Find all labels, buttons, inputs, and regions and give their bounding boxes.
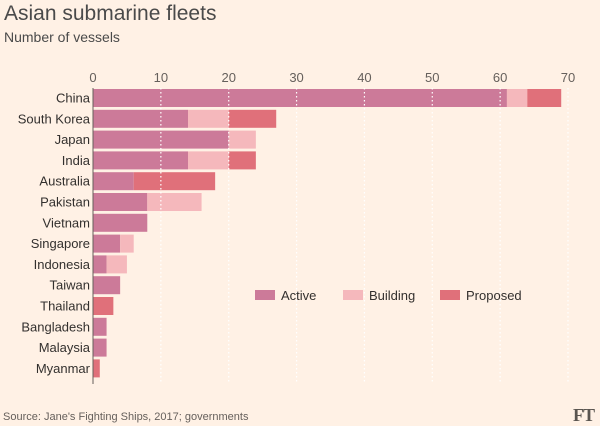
bar-building-indonesia — [106, 255, 127, 274]
bar-proposed-thailand — [93, 297, 114, 315]
x-tick-label-0: 0 — [89, 70, 96, 85]
source-note: Source: Jane's Fighting Ships, 2017; gov… — [3, 411, 249, 423]
chart-subtitle: Number of vessels — [4, 29, 120, 45]
bar-active-vietnam — [93, 213, 148, 232]
ft-logo: FT — [572, 405, 595, 425]
bar-active-japan — [93, 130, 229, 149]
bar-proposed-australia — [133, 172, 216, 191]
chart-title: Asian submarine fleets — [4, 2, 217, 25]
category-label-singapore: Singapore — [31, 236, 90, 251]
bar-building-singapore — [120, 234, 134, 253]
bar-building-south-korea — [188, 109, 229, 128]
category-label-japan: Japan — [55, 132, 90, 147]
bar-active-bangladesh — [93, 317, 107, 336]
bar-active-china — [93, 89, 507, 107]
category-label-taiwan: Taiwan — [50, 278, 90, 293]
category-label-bangladesh: Bangladesh — [21, 319, 90, 334]
category-label-australia: Australia — [39, 174, 90, 189]
legend-swatch-proposed — [440, 290, 460, 300]
x-tick-label-20: 20 — [221, 70, 235, 85]
x-tick-label-60: 60 — [493, 70, 507, 85]
x-tick-label-30: 30 — [289, 70, 303, 85]
bar-active-south-korea — [93, 109, 188, 128]
category-label-myanmar: Myanmar — [36, 361, 91, 376]
category-label-indonesia: Indonesia — [34, 257, 91, 272]
bar-building-japan — [228, 130, 256, 149]
x-tick-label-10: 10 — [154, 70, 168, 85]
category-label-thailand: Thailand — [40, 299, 90, 314]
bar-active-pakistan — [93, 193, 148, 211]
bar-active-singapore — [93, 234, 121, 253]
bar-building-china — [506, 89, 528, 107]
bar-building-india — [188, 151, 229, 170]
legend-swatch-building — [343, 290, 363, 300]
bar-proposed-china — [527, 89, 562, 107]
bar-proposed-myanmar — [93, 359, 100, 378]
legend-label-proposed: Proposed — [466, 288, 522, 303]
legend-label-building: Building — [369, 288, 415, 303]
x-tick-label-70: 70 — [561, 70, 575, 85]
bar-active-taiwan — [93, 276, 121, 295]
bar-building-pakistan — [147, 193, 202, 211]
bar-active-india — [93, 151, 188, 170]
bar-active-malaysia — [93, 338, 107, 357]
category-label-pakistan: Pakistan — [40, 195, 90, 210]
bar-proposed-south-korea — [228, 109, 277, 128]
legend-label-active: Active — [281, 288, 316, 303]
bar-active-australia — [93, 172, 134, 191]
legend-swatch-active — [255, 290, 275, 300]
bar-active-indonesia — [93, 255, 107, 274]
category-label-india: India — [62, 153, 91, 168]
category-label-south-korea: South Korea — [18, 111, 91, 126]
x-tick-label-50: 50 — [425, 70, 439, 85]
category-label-malaysia: Malaysia — [39, 340, 91, 355]
category-label-vietnam: Vietnam — [43, 215, 90, 230]
legend-item-building: Building — [343, 288, 415, 303]
legend-item-active: Active — [255, 288, 316, 303]
bar-proposed-india — [228, 151, 256, 170]
x-tick-label-40: 40 — [357, 70, 371, 85]
category-label-china: China — [56, 91, 91, 106]
legend-item-proposed: Proposed — [440, 288, 522, 303]
